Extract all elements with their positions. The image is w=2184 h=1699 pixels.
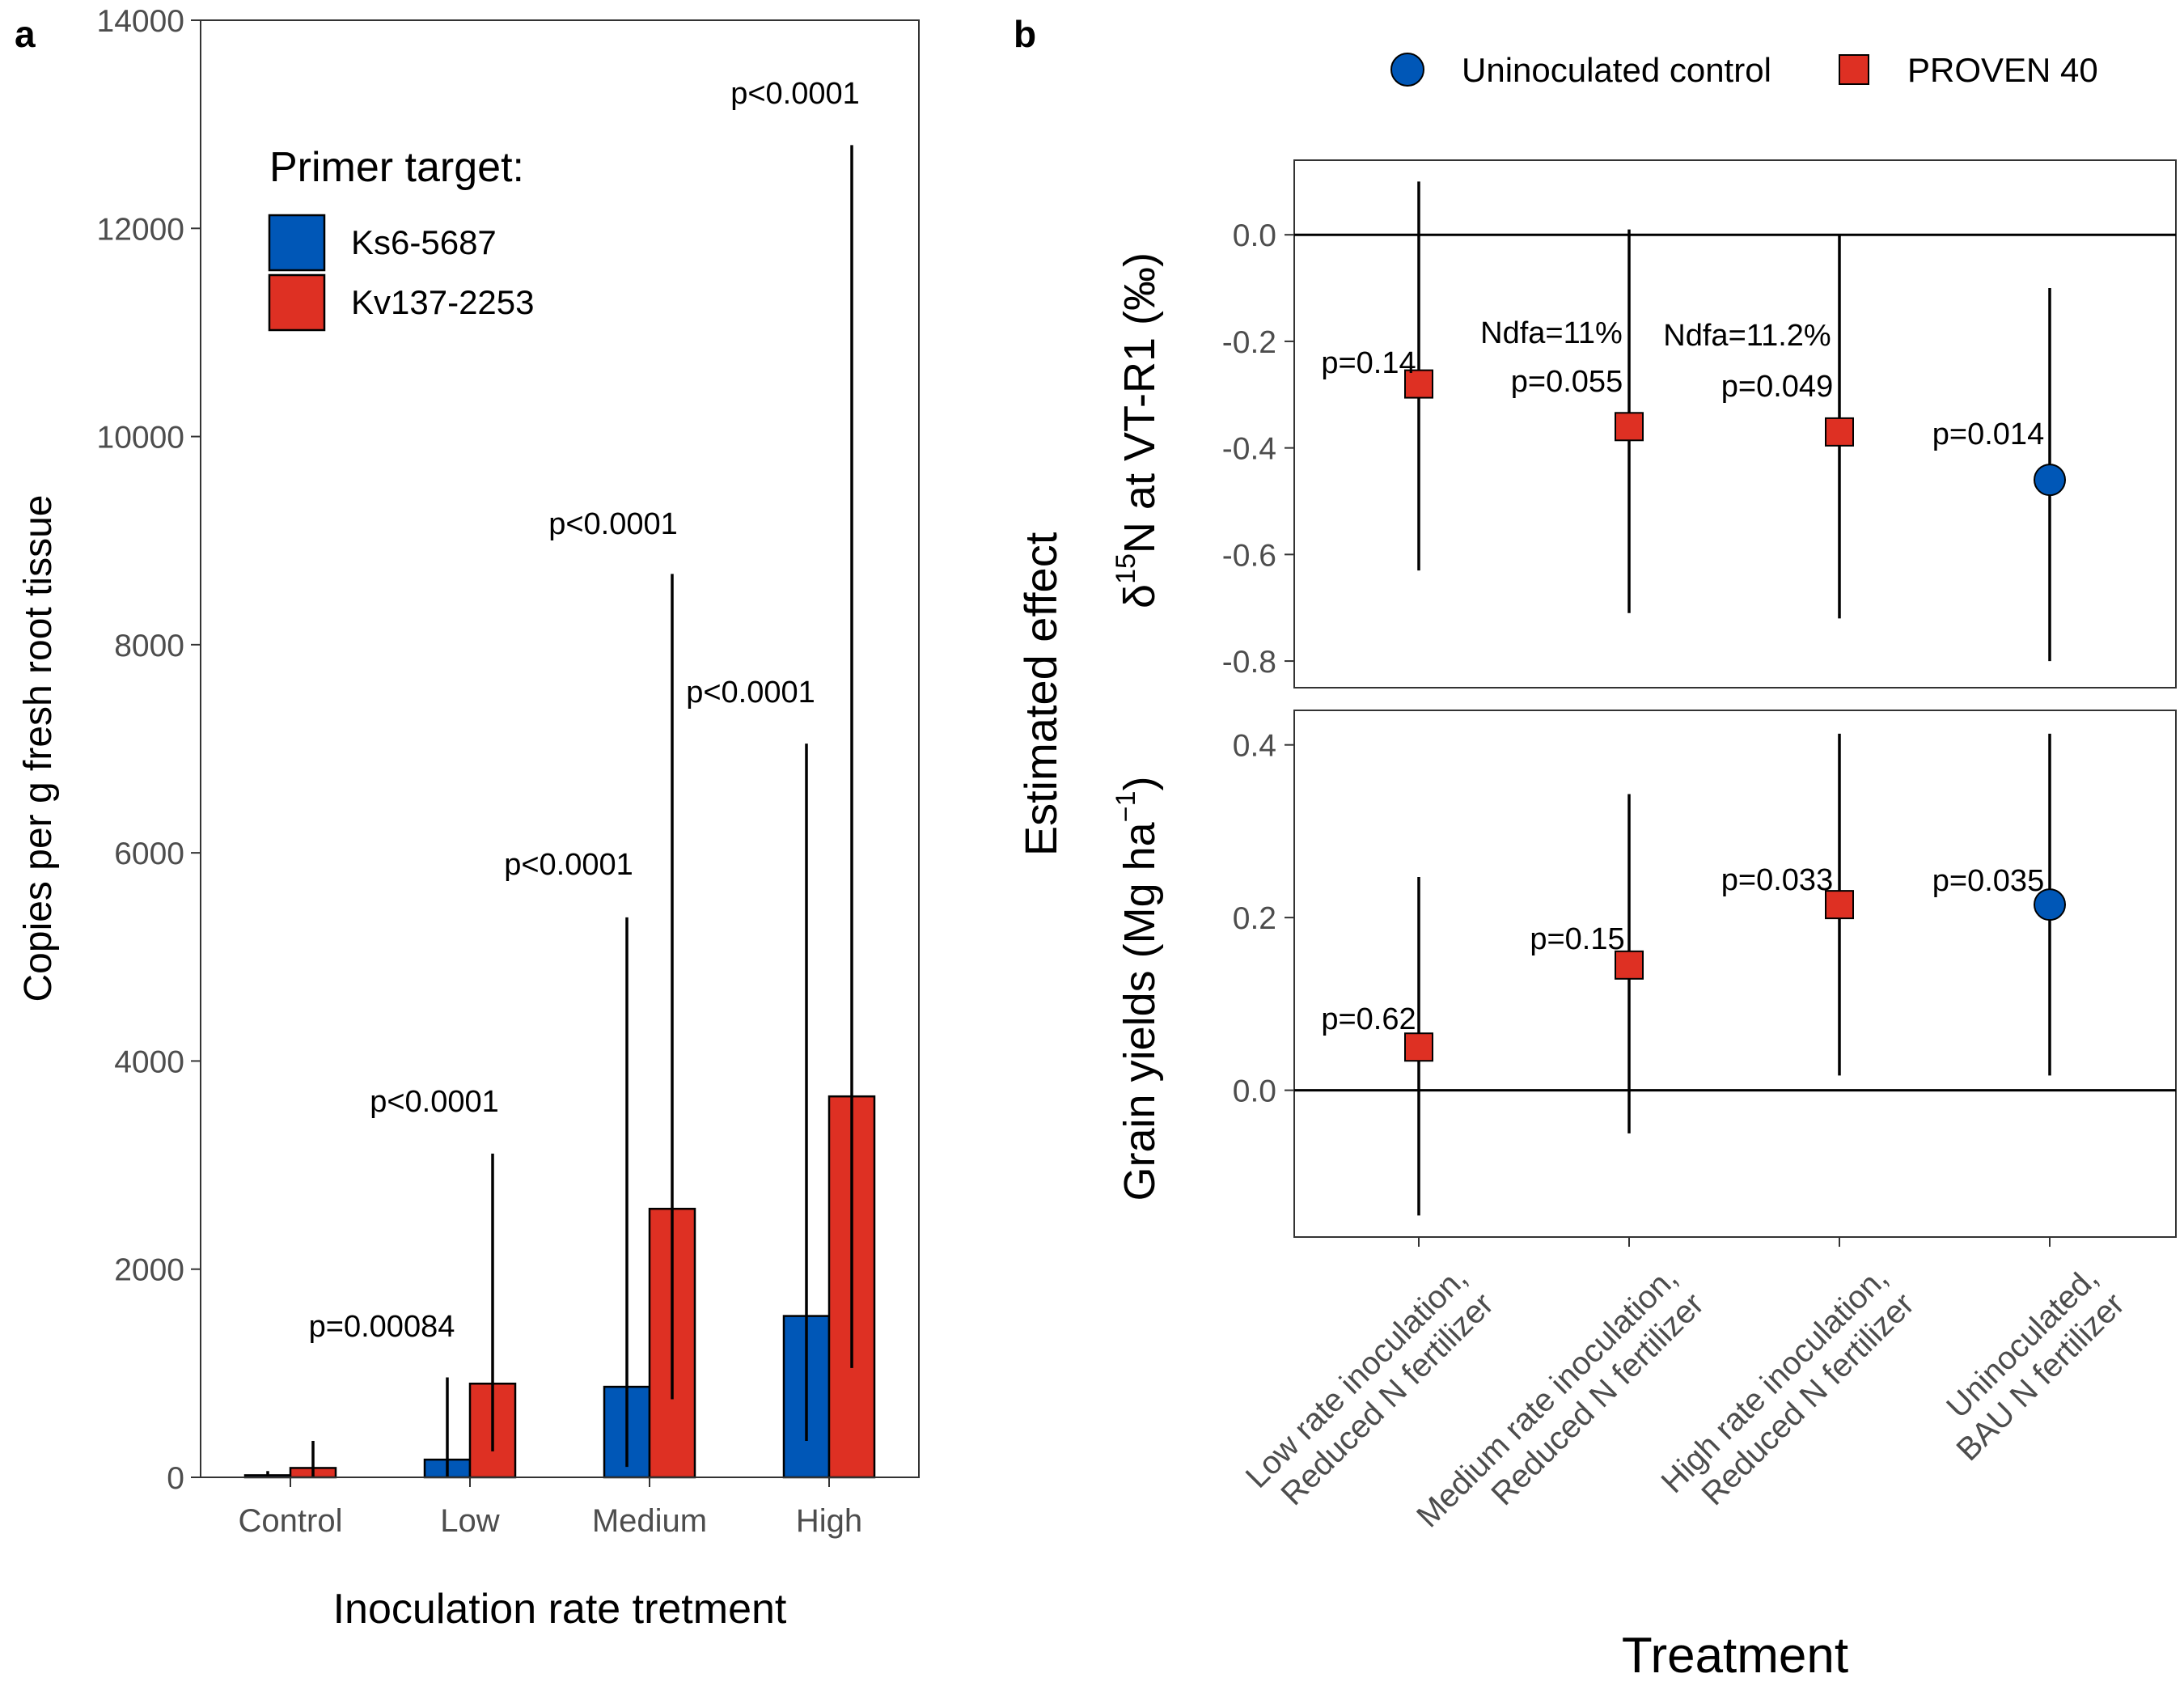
point-proven-40 [1615, 412, 1644, 442]
x-tick-label: Uninoculated,BAU N fertilizer [1924, 1260, 2131, 1468]
panel-b-frame [1293, 159, 2177, 688]
legend-marker-square [1839, 54, 1869, 85]
p-value-label: p=0.14 [1321, 346, 1416, 380]
p-value-label: p=0.055 [1511, 365, 1623, 399]
axis-title-part: N at VT-R1 (‰) [1115, 252, 1164, 553]
point-proven-40 [1404, 369, 1433, 399]
axis-title-part: −1 [1111, 791, 1141, 823]
p-value-label: p=0.00084 [309, 1310, 455, 1344]
p-value-label: p<0.0001 [548, 507, 678, 541]
panel-a-frame [200, 19, 920, 1478]
y-tick-label: 0.4 [1233, 729, 1276, 764]
p-value-label: p<0.0001 [370, 1085, 499, 1119]
legend-swatch [268, 214, 326, 272]
p-value-label: p<0.0001 [504, 848, 633, 882]
panel-b-label: b [1014, 13, 1036, 55]
point-proven-40 [1825, 417, 1854, 447]
panel-b-frame [1293, 710, 2177, 1238]
y-tick-label: -0.4 [1222, 432, 1276, 467]
point-proven-40 [1615, 950, 1644, 980]
y-axis-title: Copies per g fresh root tissue [17, 495, 60, 1002]
p-value-label: p=0.62 [1321, 1002, 1416, 1036]
axis-title-part: ) [1115, 777, 1164, 791]
y-tick-label: 6000 [114, 837, 184, 871]
p-value-label: p=0.15 [1530, 922, 1624, 956]
legend-label: PROVEN 40 [1907, 51, 2098, 89]
ndfa-label: Ndfa=11.2% [1663, 319, 1831, 353]
x-tick-label: Medium rate inoculation,Reduced N fertil… [1410, 1260, 1711, 1561]
legend-label: Ks6-5687 [351, 223, 497, 261]
y-tick-label: 8000 [114, 629, 184, 663]
point-uninoculated-control [2034, 464, 2066, 497]
y-tick-label: -0.2 [1222, 325, 1276, 360]
y-tick-label: 0 [167, 1461, 184, 1496]
y-tick-label: 4000 [114, 1044, 184, 1079]
x-tick-label: Medium [592, 1503, 707, 1539]
legend-label: Kv137-2253 [351, 283, 535, 321]
y-tick-label: 10000 [97, 421, 184, 455]
point-uninoculated-control [2034, 888, 2066, 922]
y-tick-label: 0.0 [1233, 218, 1276, 253]
y-tick-label: 0.2 [1233, 901, 1276, 936]
y-axis-title: Estimated effect [1015, 532, 1066, 856]
point-proven-40 [1825, 890, 1854, 920]
p-value-label: p=0.014 [1932, 417, 2044, 451]
x-tick-label: High [796, 1503, 862, 1539]
legend-swatch [268, 273, 326, 332]
axis-title-part: δ [1115, 584, 1164, 608]
point-proven-40 [1404, 1032, 1433, 1062]
x-tick-label-line: Reduced N fertilizer [1695, 1286, 1920, 1512]
y-tick-label: 0.0 [1233, 1074, 1276, 1109]
p-value-label: p<0.0001 [686, 676, 815, 710]
p-value-label: p<0.0001 [730, 77, 860, 111]
axis-title-part: Grain yields (Mg ha [1115, 821, 1164, 1201]
y-tick-label: -0.8 [1222, 645, 1276, 680]
x-tick-label: Control [239, 1503, 343, 1539]
axis-title-part: 15 [1111, 553, 1141, 584]
x-axis-title: Treatment [1622, 1628, 1848, 1684]
y-tick-label: 14000 [97, 4, 184, 39]
p-value-label: p=0.035 [1932, 864, 2044, 898]
y-tick-label: 12000 [97, 212, 184, 247]
legend-title: Primer target: [269, 144, 524, 191]
x-tick-label-line: Low rate inoculation, [1239, 1260, 1475, 1495]
x-tick-label: Low [440, 1503, 499, 1539]
legend-marker-circle [1390, 53, 1424, 87]
p-value-label: p=0.033 [1721, 863, 1833, 897]
x-axis-title: Inoculation rate tretment [333, 1586, 787, 1633]
panel-a-label: a [15, 13, 36, 55]
y-axis-title-grain-yield: Grain yields (Mg ha−1) [1111, 777, 1164, 1201]
y-tick-label: 2000 [114, 1253, 184, 1288]
ndfa-label: Ndfa=11% [1480, 316, 1623, 350]
y-axis-title-delta15n: δ15N at VT-R1 (‰) [1111, 252, 1164, 608]
p-value-label: p=0.049 [1721, 370, 1833, 404]
y-tick-label: -0.6 [1222, 538, 1276, 573]
legend-label: Uninoculated control [1462, 51, 1771, 89]
